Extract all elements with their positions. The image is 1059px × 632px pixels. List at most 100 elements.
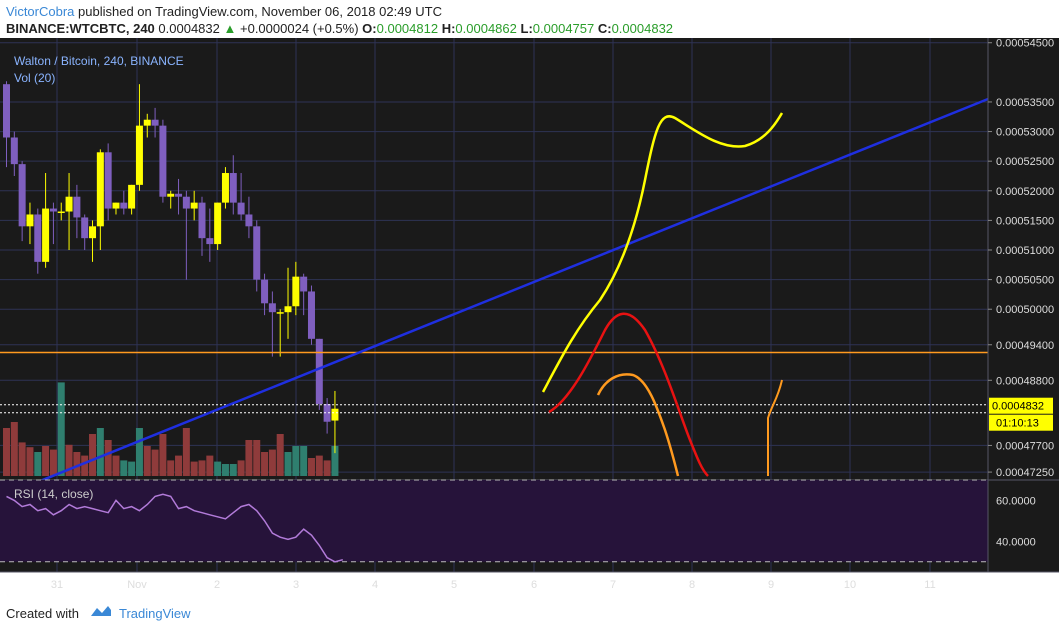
candle-body bbox=[159, 125, 167, 197]
time-tick-label: 3 bbox=[293, 579, 299, 591]
up-arrow-icon: ▲ bbox=[223, 21, 237, 36]
volume-bar bbox=[331, 446, 339, 476]
candle-body bbox=[300, 276, 308, 292]
candle-body bbox=[167, 193, 175, 197]
volume-bar bbox=[96, 428, 104, 476]
candle-body bbox=[73, 196, 81, 218]
time-tick-label: 2 bbox=[214, 579, 220, 591]
time-axis: 31 Nov 2 3 4 5 6 7 8 9 10 11 bbox=[0, 571, 1059, 591]
price-tick-label: 0.00047250 bbox=[996, 467, 1054, 479]
price-tick-label: 0.00051500 bbox=[996, 215, 1054, 227]
volume-bar bbox=[135, 428, 143, 476]
rsi-label: RSI (14, close) bbox=[14, 487, 93, 501]
countdown-marker bbox=[989, 414, 1053, 431]
open-value: 0.0004812 bbox=[376, 21, 439, 36]
candle-body bbox=[57, 211, 65, 214]
candle-body bbox=[198, 202, 206, 239]
price-tick-label: 0.00050000 bbox=[996, 304, 1054, 316]
rsi-tick-label: 60.0000 bbox=[996, 495, 1036, 507]
candle-body bbox=[292, 276, 300, 307]
close-label: C: bbox=[597, 21, 612, 36]
volume-bar bbox=[221, 464, 229, 476]
volume-bar bbox=[26, 447, 34, 476]
candle-body bbox=[120, 202, 128, 209]
low-label: L: bbox=[520, 21, 533, 36]
volume-bar bbox=[3, 428, 10, 476]
candle-body bbox=[26, 214, 34, 227]
publish-header: VictorCobra published on TradingView.com… bbox=[6, 3, 442, 20]
volume-bar bbox=[198, 460, 206, 476]
candle-body bbox=[96, 152, 104, 227]
candle-body bbox=[143, 119, 151, 126]
projected-path-red bbox=[548, 312, 709, 477]
projected-path-orange-right bbox=[767, 379, 783, 476]
candle-body bbox=[284, 306, 292, 313]
time-tick-label: 6 bbox=[531, 579, 537, 591]
time-tick-label: 11 bbox=[924, 579, 935, 591]
candle-body bbox=[268, 303, 276, 313]
price-tick-label: 0.00047700 bbox=[996, 440, 1054, 452]
time-tick-label: 10 bbox=[844, 579, 856, 591]
candle-body bbox=[3, 84, 10, 138]
price-tick-label: 0.00049400 bbox=[996, 340, 1054, 352]
candle-body bbox=[135, 125, 143, 185]
tradingview-logo-icon bbox=[89, 604, 113, 624]
volume-bar bbox=[34, 452, 42, 476]
candle-body bbox=[112, 202, 120, 209]
volume-bar bbox=[245, 440, 253, 476]
volume-bar bbox=[49, 449, 57, 476]
price-tick-label: 0.00050500 bbox=[996, 275, 1054, 287]
close-value: 0.0004832 bbox=[611, 21, 674, 36]
rsi-band bbox=[0, 480, 988, 562]
volume-bar bbox=[253, 440, 261, 476]
symbol-ohlc-line: BINANCE:WTCBTC, 240 0.0004832 ▲ +0.00000… bbox=[6, 20, 673, 37]
candle-body bbox=[10, 137, 18, 165]
candles bbox=[3, 81, 339, 454]
candle-body bbox=[18, 164, 26, 227]
candle-body bbox=[128, 184, 136, 209]
candle-body bbox=[221, 173, 229, 203]
price-tick-label: 0.00053500 bbox=[996, 97, 1054, 109]
time-tick-label: 5 bbox=[451, 579, 457, 591]
volume-bar bbox=[73, 452, 81, 476]
volume-bar bbox=[206, 455, 214, 476]
candle-body bbox=[245, 214, 253, 227]
last-price-marker bbox=[989, 397, 1053, 414]
volume-bar bbox=[307, 458, 315, 476]
volume-bar bbox=[237, 460, 245, 476]
volume-bar bbox=[112, 455, 120, 476]
candle-body bbox=[323, 403, 331, 422]
candle-body bbox=[276, 312, 284, 314]
symbol-label: BINANCE:WTCBTC, 240 bbox=[6, 21, 155, 36]
volume-bar bbox=[143, 446, 151, 476]
candle-body bbox=[49, 208, 57, 212]
author-link[interactable]: VictorCobra bbox=[6, 4, 75, 19]
candle-body bbox=[81, 217, 89, 239]
volume-bar bbox=[159, 434, 167, 476]
price-change: +0.0000024 (+0.5%) bbox=[240, 21, 359, 36]
price-tick-label: 0.00051000 bbox=[996, 245, 1054, 257]
last-price: 0.0004832 bbox=[158, 21, 220, 36]
publish-text: published on TradingView.com, November 0… bbox=[74, 4, 442, 19]
volume-bar bbox=[175, 455, 183, 476]
price-tick-label: 0.00052000 bbox=[996, 186, 1054, 198]
volume-bar bbox=[284, 452, 292, 476]
last-price-marker-label: 0.0004832 bbox=[992, 401, 1044, 413]
candle-body bbox=[182, 196, 190, 209]
candle-body bbox=[190, 202, 198, 209]
tradingview-link[interactable]: TradingView bbox=[118, 606, 191, 621]
volume-bars bbox=[3, 382, 339, 476]
volume-bar bbox=[128, 461, 136, 476]
time-tick-label: 8 bbox=[689, 579, 695, 591]
price-axis-background bbox=[988, 38, 1059, 572]
volume-bar bbox=[42, 446, 50, 476]
rsi-line bbox=[6, 493, 343, 563]
candle-body bbox=[307, 291, 315, 339]
price-tick-label: 0.00052500 bbox=[996, 156, 1054, 168]
candle-body bbox=[261, 279, 269, 304]
candle-body bbox=[331, 408, 339, 421]
candle-body bbox=[237, 202, 245, 215]
candle-body bbox=[253, 226, 261, 280]
open-label: O: bbox=[362, 21, 377, 36]
